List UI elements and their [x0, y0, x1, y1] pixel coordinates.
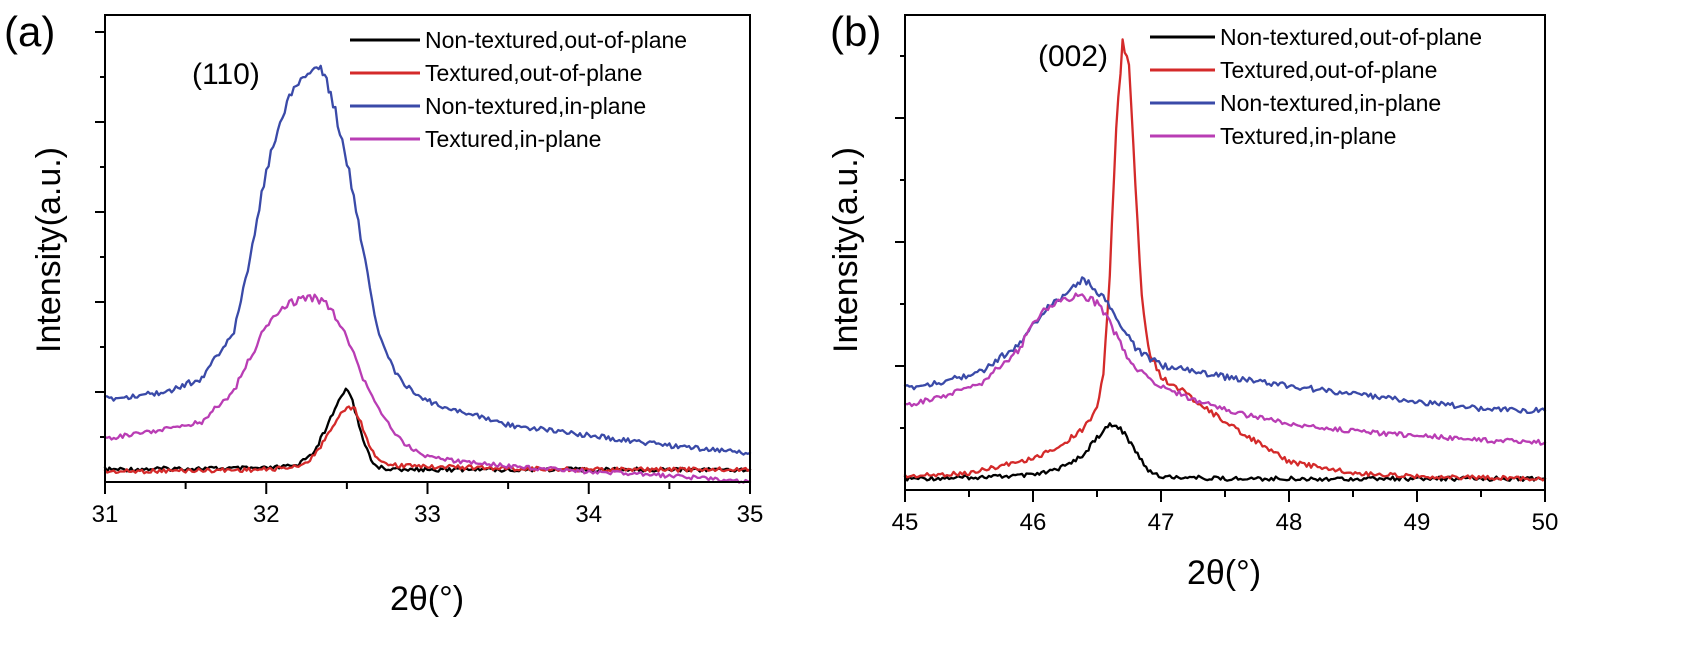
- y-axis-title-a: Intensity(a.u.): [30, 147, 68, 353]
- x-tick-label-a: 31: [92, 501, 119, 528]
- series-group-b: [903, 38, 1547, 482]
- legend-label-b-3: Non-textured,in-plane: [1220, 90, 1441, 116]
- chart-a-svg: (a) (110) 2θ(°) Intensity(a.u.) 31 32 33 34…: [4, 8, 764, 618]
- x-tick-label-a: 35: [737, 501, 764, 528]
- series-line-b-1: [903, 422, 1547, 482]
- chart-panel-b: (b) (002) 2θ(°) Intensity(a.u.) 45 46 47 48…: [827, 0, 1700, 650]
- panel-label-b: (b): [830, 8, 881, 55]
- legend-label-b-1: Non-textured,out-of-plane: [1220, 24, 1482, 50]
- x-tick-label-b: 47: [1148, 509, 1175, 536]
- x-tick-label-b: 48: [1276, 509, 1303, 536]
- series-line-a-4: [103, 293, 752, 484]
- legend-label-b-2: Textured,out-of-plane: [1220, 57, 1437, 83]
- legend-label-a-4: Textured,in-plane: [425, 126, 601, 152]
- series-line-b-4: [903, 292, 1547, 446]
- legend-label-a-2: Textured,out-of-plane: [425, 60, 642, 86]
- x-tick-label-b: 45: [892, 509, 919, 536]
- x-axis-title-a: 2θ(°): [390, 580, 464, 618]
- chart-panel-a: (a) (110) 2θ(°) Intensity(a.u.) 31 32 33 34…: [4, 8, 764, 618]
- x-tick-label-a: 33: [414, 501, 441, 528]
- y-axis-title-b: Intensity(a.u.): [827, 147, 865, 353]
- plot-frame-b: [904, 14, 1546, 491]
- series-line-b-3: [903, 276, 1547, 415]
- peak-annotation-a: (110): [192, 58, 260, 91]
- x-axis-title-b: 2θ(°): [1187, 554, 1261, 592]
- x-tick-label-b: 50: [1532, 509, 1559, 536]
- peak-annotation-b: (002): [1038, 40, 1108, 73]
- legend-b: Non-textured,out-of-plane Textured,out-of…: [1150, 24, 1482, 149]
- x-tick-label-a: 32: [253, 501, 280, 528]
- legend-label-a-3: Non-textured,in-plane: [425, 93, 646, 119]
- x-tick-label-a: 34: [575, 501, 602, 528]
- series-line-a-1: [103, 387, 752, 473]
- series-line-a-3: [103, 64, 752, 456]
- series-line-b-2: [903, 38, 1547, 482]
- legend-a: Non-textured,out-of-plane Textured,out-of…: [350, 27, 687, 152]
- series-line-a-2: [103, 405, 752, 475]
- x-tick-label-b: 49: [1404, 509, 1431, 536]
- chart-b-svg: (b) (002) 2θ(°) Intensity(a.u.) 45 46 47 48…: [827, 8, 1559, 592]
- legend-label-a-1: Non-textured,out-of-plane: [425, 27, 687, 53]
- legend-label-b-4: Textured,in-plane: [1220, 123, 1396, 149]
- x-tick-label-b: 46: [1020, 509, 1047, 536]
- panel-label-a: (a): [4, 8, 55, 55]
- series-group-a: [103, 64, 752, 484]
